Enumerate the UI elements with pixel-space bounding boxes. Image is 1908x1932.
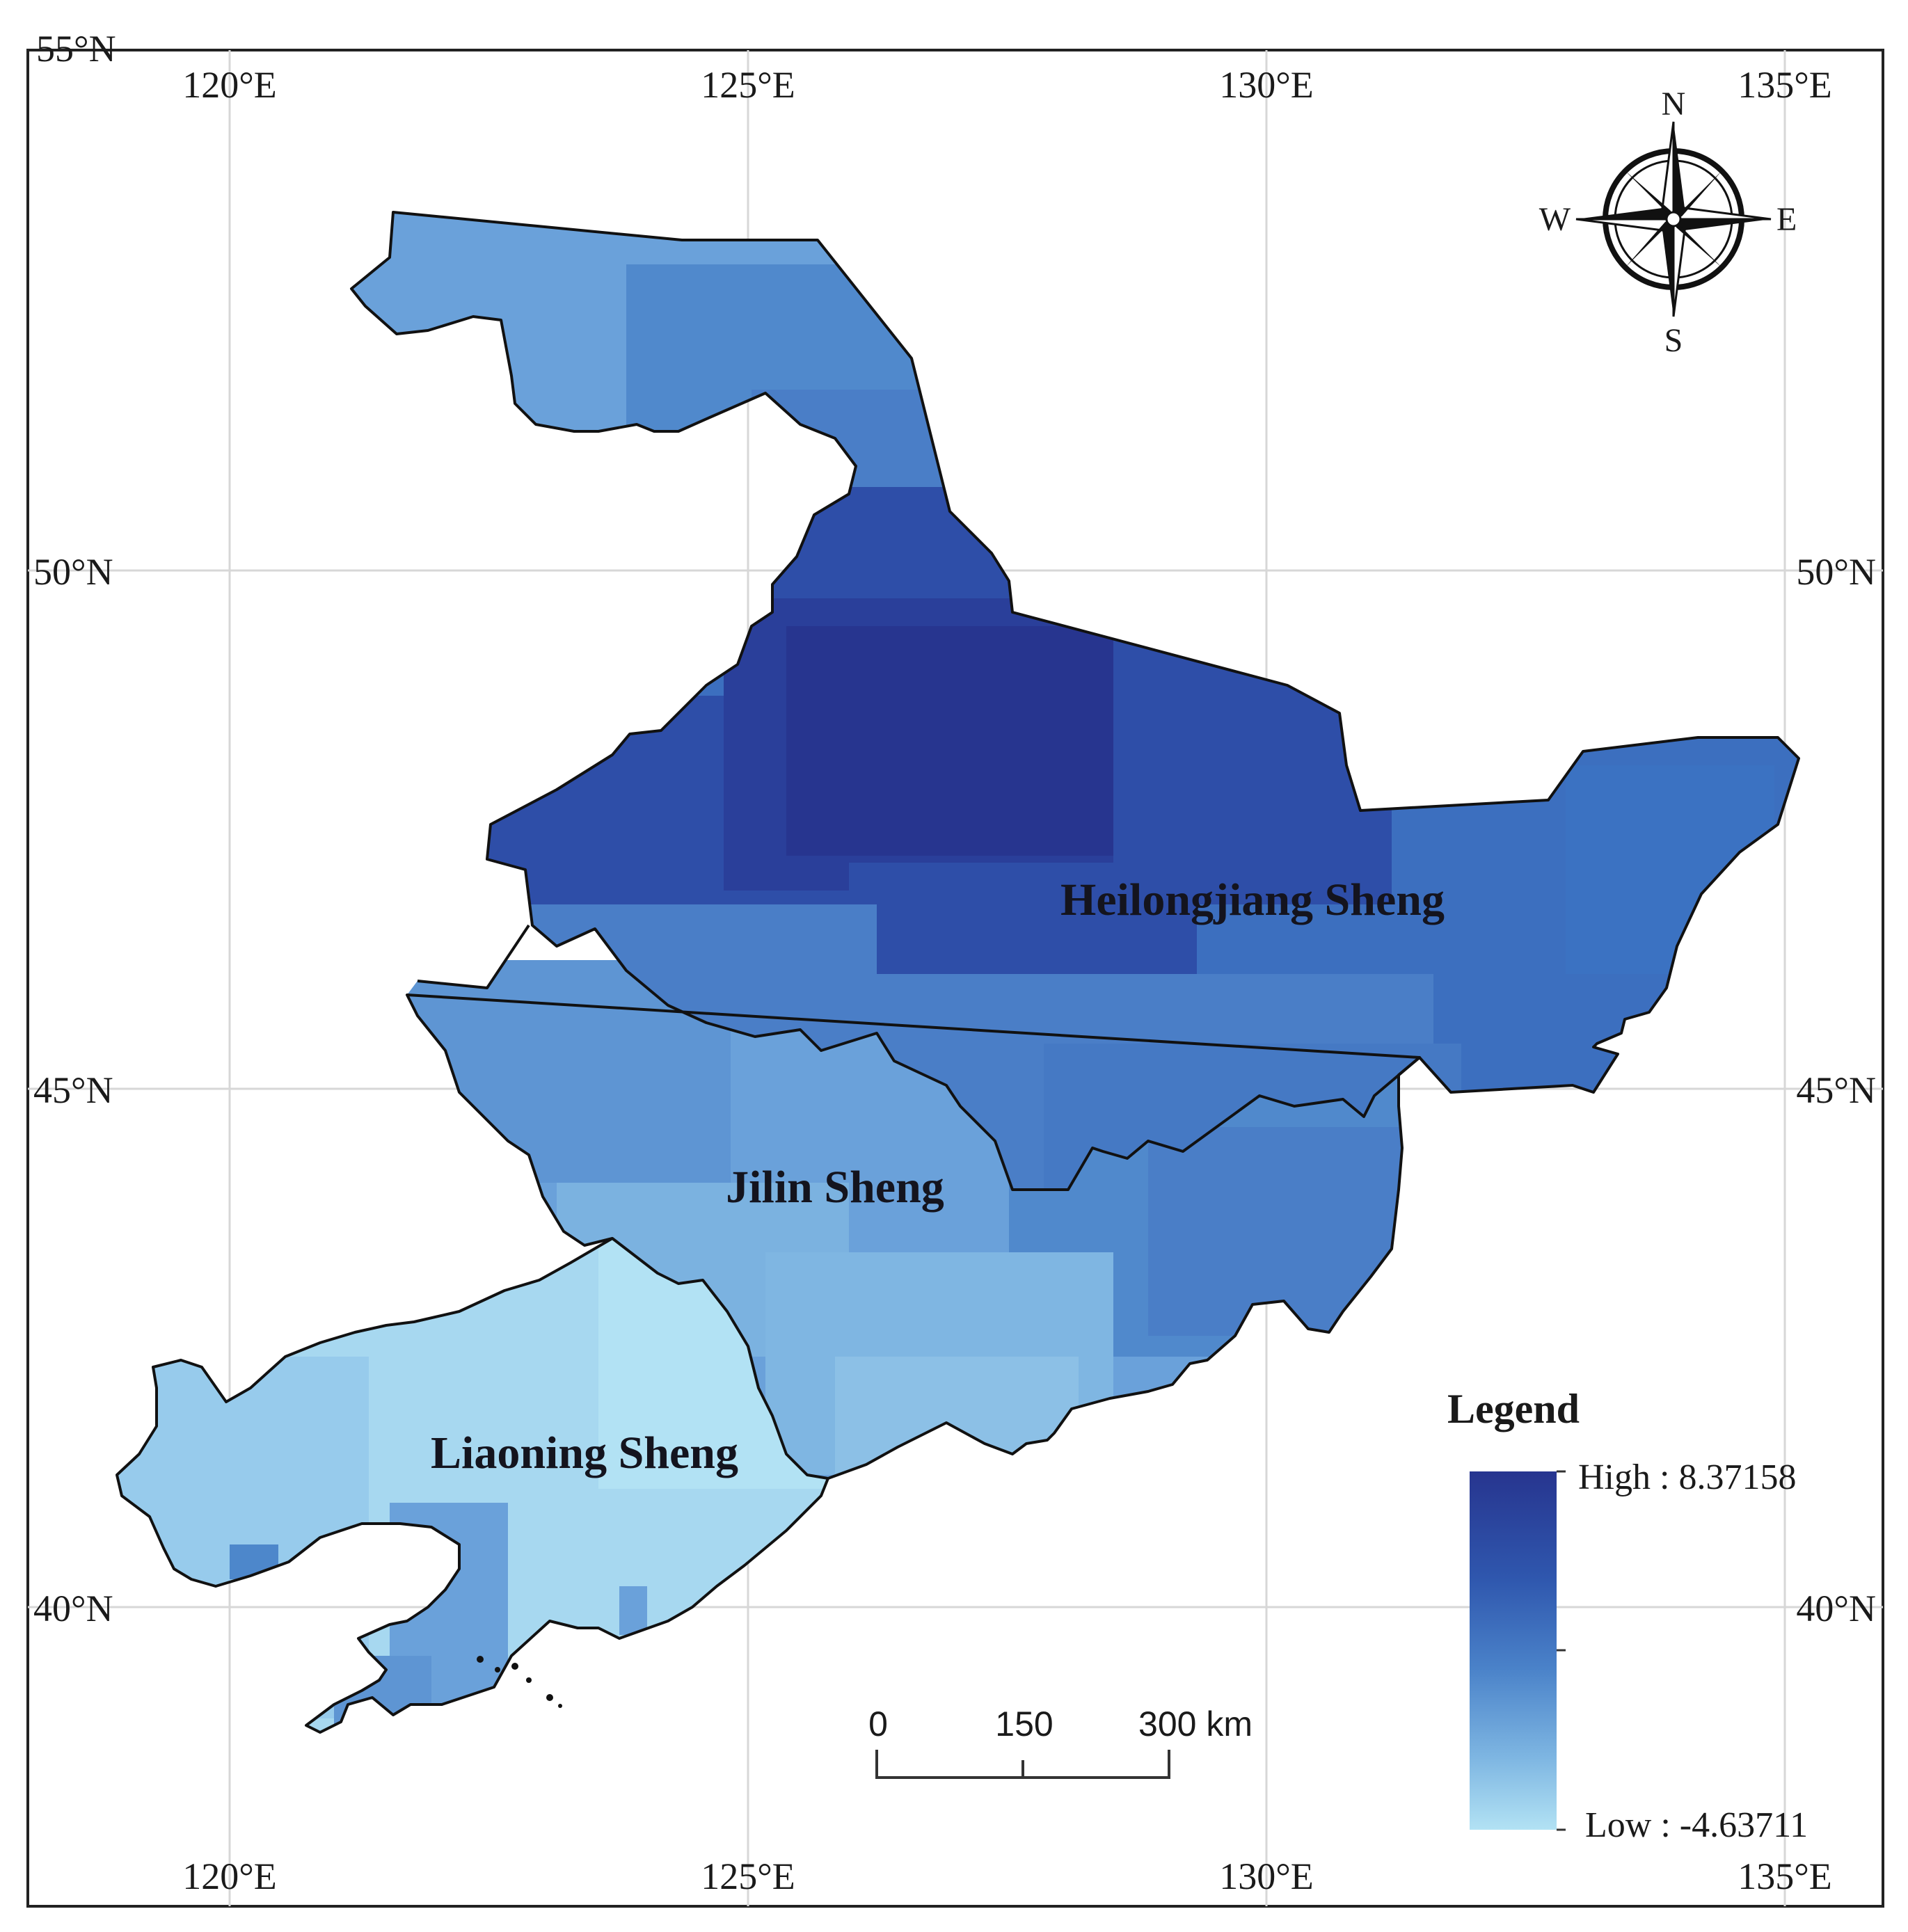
lat-label-left-40: 40°N — [33, 1588, 113, 1629]
lon-label-top-125: 125°E — [701, 64, 795, 106]
legend-color-ramp — [1470, 1471, 1557, 1830]
lon-label-top-120: 120°E — [182, 64, 277, 106]
lon-label-bottom-135: 135°E — [1738, 1855, 1832, 1897]
lon-label-bottom-130: 130°E — [1219, 1855, 1314, 1897]
compass-label-s: S — [1664, 322, 1683, 359]
islands — [477, 1656, 562, 1708]
lon-label-top-135: 135°E — [1738, 64, 1832, 106]
lon-label-bottom-125: 125°E — [701, 1855, 795, 1897]
lat-label-left-50: 50°N — [33, 551, 113, 593]
scale-label-0: 0 — [868, 1705, 888, 1743]
legend-low-label: Low : -4.63711 — [1585, 1805, 1808, 1845]
compass-label-e: E — [1776, 201, 1797, 238]
compass-rose-icon: N S E W — [1539, 86, 1797, 359]
heilongjiang-boundary — [350, 211, 1800, 1191]
region-label-heilongjiang: Heilongjiang Sheng — [1060, 875, 1445, 925]
lon-label-top-130: 130°E — [1219, 64, 1314, 106]
legend: Legend High : 8.37158 Low : -4.63711 — [1447, 1386, 1808, 1845]
legend-title: Legend — [1447, 1386, 1580, 1432]
jilin-boundary — [406, 924, 1421, 1480]
corner-label: 55°N — [36, 28, 116, 70]
compass-label-w: W — [1539, 201, 1571, 238]
scale-label-150: 150 — [995, 1705, 1053, 1743]
lat-label-right-50: 50°N — [1796, 551, 1876, 593]
province-boundaries — [116, 211, 1800, 1734]
compass-label-n: N — [1662, 86, 1686, 122]
legend-high-label: High : 8.37158 — [1578, 1458, 1796, 1497]
lat-label-left-45: 45°N — [33, 1069, 113, 1111]
lon-label-bottom-120: 120°E — [182, 1855, 277, 1897]
liaoning-boundary — [116, 1237, 829, 1734]
region-label-jilin: Jilin Sheng — [726, 1162, 944, 1213]
region-label-liaoning: Liaoning Sheng — [431, 1428, 738, 1478]
scale-label-300: 300 km — [1138, 1705, 1253, 1743]
lat-label-right-40: 40°N — [1796, 1588, 1876, 1629]
scale-bar: 0 150 300 km — [868, 1705, 1253, 1779]
lat-label-right-45: 45°N — [1796, 1069, 1876, 1111]
